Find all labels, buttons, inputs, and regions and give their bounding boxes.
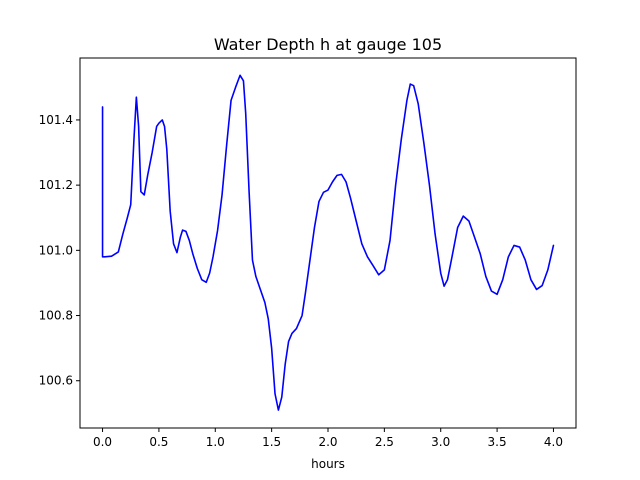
x-tick-label: 1.0 xyxy=(206,435,225,449)
x-tick-label: 2.0 xyxy=(318,435,337,449)
y-tick-label: 100.8 xyxy=(39,309,73,323)
x-tick-label: 0.0 xyxy=(93,435,112,449)
plot-data xyxy=(101,74,555,411)
axis-ticks: 0.0 0.5 1.0 1.5 2.0 2.5 3.0 3.5 4.0 100.6 100.8 101… xyxy=(39,113,563,449)
x-tick-label: 3.0 xyxy=(431,435,450,449)
x-tick-label: 4.0 xyxy=(544,435,563,449)
y-tick-label: 100.6 xyxy=(39,374,73,388)
x-tick-label: 0.5 xyxy=(149,435,168,449)
axes-frame xyxy=(79,57,577,429)
chart-title: Water Depth h at gauge 105 xyxy=(214,35,442,54)
y-tick-label: 101.4 xyxy=(39,113,73,127)
x-tick-label: 2.5 xyxy=(375,435,394,449)
x-tick-label: 3.5 xyxy=(488,435,507,449)
y-tick-label: 101.2 xyxy=(39,178,73,192)
x-axis-label: hours xyxy=(311,457,345,471)
series-line-0 xyxy=(101,74,555,411)
y-tick-label: 101.0 xyxy=(39,243,73,257)
x-tick-label: 1.5 xyxy=(262,435,281,449)
